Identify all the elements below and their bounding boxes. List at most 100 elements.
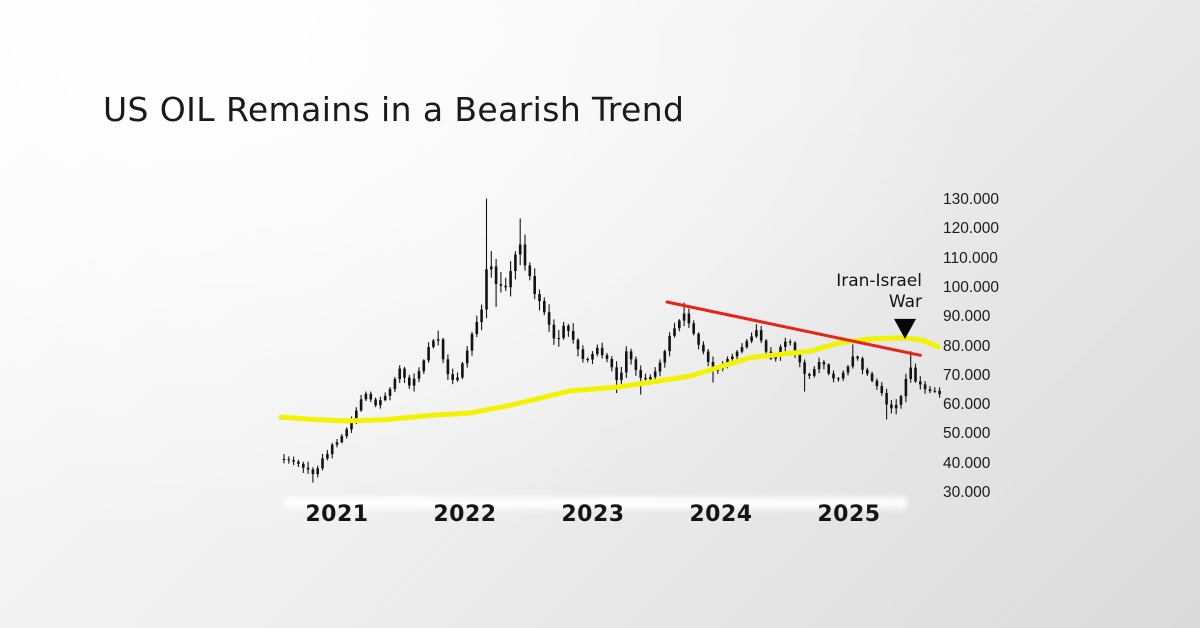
x-axis-label: 2025 (817, 502, 881, 527)
candle (297, 459, 300, 467)
candle (422, 359, 426, 374)
candle (432, 339, 435, 349)
chart-title: US OIL Remains in a Bearish Trend (103, 90, 685, 129)
candle (345, 427, 348, 439)
candle (832, 370, 835, 383)
candle (933, 387, 937, 393)
candle (383, 392, 387, 402)
candle (629, 348, 633, 365)
candle (465, 346, 469, 368)
candle (875, 378, 879, 390)
candle (499, 272, 503, 293)
candle (837, 377, 840, 382)
x-axis-label: 2024 (689, 502, 753, 527)
candle (490, 251, 493, 278)
candle (523, 234, 527, 271)
candle (552, 319, 556, 345)
candle (485, 198, 488, 319)
candle (610, 356, 614, 372)
candle (928, 386, 932, 394)
candle (740, 343, 744, 354)
y-axis-label: 60.000 (943, 396, 991, 413)
candle (446, 354, 450, 380)
candle (412, 373, 416, 392)
x-axis-label: 2022 (433, 502, 497, 527)
candle (364, 391, 368, 401)
resistance-trendline (665, 300, 922, 357)
candle (403, 366, 406, 383)
y-axis-label: 70.000 (943, 367, 991, 384)
candle (764, 339, 768, 355)
candle (880, 382, 884, 396)
candle (398, 365, 401, 383)
candle (639, 365, 642, 395)
candle (451, 368, 454, 385)
candle (625, 346, 628, 378)
candle (379, 396, 382, 409)
candle (581, 345, 585, 363)
candle (856, 355, 859, 361)
y-axis-label: 130.000 (943, 191, 1000, 208)
candle (330, 442, 334, 459)
candle (706, 349, 710, 367)
candle (576, 338, 580, 357)
y-axis-label: 90.000 (943, 308, 991, 325)
candle (514, 251, 517, 280)
y-axis-label: 80.000 (943, 338, 991, 355)
candlestick-series (282, 198, 941, 483)
candle (282, 454, 286, 464)
candle (735, 349, 739, 360)
event-annotation: Iran-Israel War (836, 271, 922, 313)
candle (899, 394, 903, 409)
candle (784, 337, 787, 352)
candle (562, 321, 565, 340)
candle (306, 461, 310, 474)
candle (596, 344, 599, 357)
candle (803, 359, 806, 392)
candle (885, 388, 888, 420)
candle (586, 357, 589, 363)
candle (759, 326, 763, 344)
candle (841, 370, 845, 381)
candle (547, 304, 551, 332)
candle (919, 376, 922, 390)
candle (904, 373, 908, 403)
candle (302, 461, 305, 473)
y-axis-label: 120.000 (943, 220, 1000, 237)
x-axis-highlight-band (284, 497, 908, 509)
candle (745, 339, 749, 349)
event-annotation-line1: Iran-Israel (836, 271, 922, 291)
candle (518, 218, 522, 266)
candle (846, 365, 850, 376)
candle (475, 315, 479, 337)
candle (938, 387, 941, 398)
candle (663, 349, 667, 368)
candle (533, 268, 536, 300)
candle (866, 367, 869, 376)
candle (890, 400, 893, 414)
candle (470, 331, 474, 356)
candle (408, 374, 411, 389)
candle (571, 323, 575, 344)
candle (861, 356, 864, 375)
candle (634, 356, 638, 376)
candle (528, 262, 532, 281)
candle (417, 367, 421, 383)
candle (909, 351, 912, 383)
candle (340, 434, 344, 444)
candle (326, 450, 329, 461)
candle (441, 337, 445, 364)
candle (388, 387, 392, 401)
candle (692, 320, 695, 336)
y-axis-label: 30.000 (943, 484, 991, 501)
candle (817, 357, 821, 374)
candle (509, 261, 512, 297)
candle (851, 344, 855, 369)
candle (538, 289, 541, 311)
candle (567, 323, 570, 337)
candle (697, 332, 700, 350)
y-axis-label: 40.000 (943, 455, 991, 472)
candle (687, 308, 691, 328)
candle (359, 394, 363, 412)
